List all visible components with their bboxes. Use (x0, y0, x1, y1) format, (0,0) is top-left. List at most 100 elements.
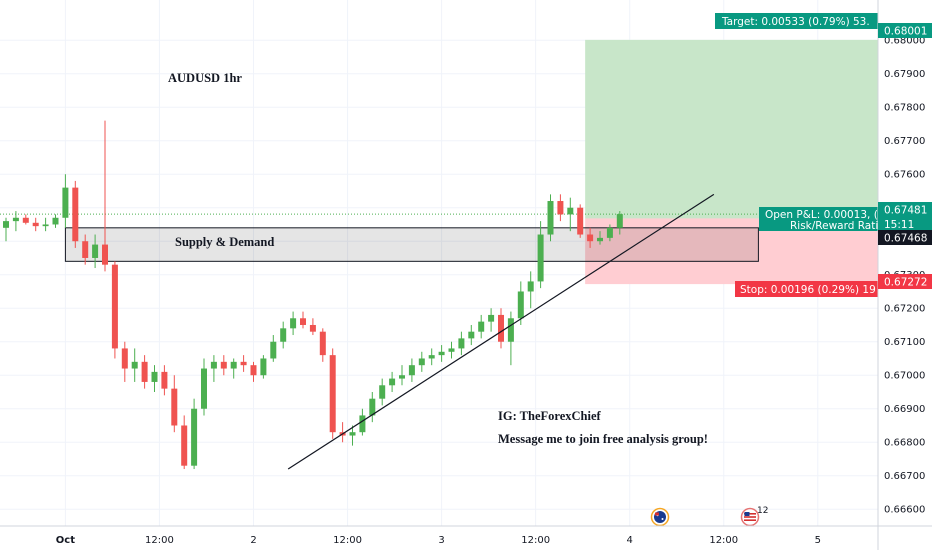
x-tick-label: 12:00 (709, 535, 738, 546)
target-tag: Target: 0.00533 (0.79%) 53. (715, 13, 878, 29)
candle-body (329, 355, 336, 433)
x-tick-label: 4 (627, 535, 633, 546)
candle-body (468, 331, 475, 339)
candle (428, 348, 435, 366)
candle-body (270, 341, 277, 359)
x-tick-label: 12:00 (145, 535, 174, 546)
candle (290, 311, 297, 336)
candle-body (52, 217, 59, 225)
supply-demand-zone (64, 227, 759, 262)
candle-body (438, 351, 445, 356)
y-tick-label: 0.67900 (884, 69, 925, 80)
candle-body (280, 328, 287, 342)
candle-body (577, 207, 584, 235)
time-axis[interactable]: Oct 12:00 2 12:00 3 12:00 4 12:00 5 (56, 535, 821, 546)
x-tick-label: 12:00 (333, 535, 362, 546)
candle (329, 348, 336, 439)
candle-body (171, 388, 178, 426)
candle-body (359, 415, 366, 433)
candle (181, 415, 188, 470)
candle (577, 204, 584, 238)
candle (527, 271, 534, 309)
candle-body (111, 264, 118, 349)
candle (438, 345, 445, 362)
candle-body (12, 217, 19, 222)
candle-body (418, 358, 425, 366)
candle-body (606, 227, 613, 238)
candle (260, 355, 267, 379)
candle (300, 311, 306, 329)
candle-body (389, 378, 396, 386)
candle-body (399, 375, 405, 379)
trendline[interactable] (287, 193, 715, 470)
price-tag-target: 0.68001 (878, 23, 932, 38)
candle (3, 217, 9, 242)
candle-body (369, 398, 376, 416)
candle-body (181, 425, 188, 466)
price-tag-timer: 15:11 (878, 217, 932, 231)
candle-body (517, 291, 524, 319)
x-tick-label: 2 (250, 535, 256, 546)
candle (319, 328, 326, 362)
candle-body (201, 368, 207, 409)
candle (399, 365, 405, 386)
candle-body (131, 361, 138, 369)
candle (230, 358, 237, 379)
candle (587, 227, 594, 248)
candle (12, 211, 19, 232)
price-tag-target-value: 0.68001 (884, 26, 927, 38)
candle-body (82, 241, 89, 258)
candle-body (240, 361, 247, 366)
event-count: 12 (757, 506, 768, 516)
ig-annotation: IG: TheForexChief (498, 409, 601, 423)
candle (22, 214, 29, 225)
y-tick-label: 0.68000 (884, 36, 925, 47)
candle-body (121, 348, 128, 369)
candle-body (300, 318, 306, 325)
candle-body (151, 371, 158, 382)
australia-flag-icon[interactable] (650, 507, 670, 527)
candle (161, 365, 168, 396)
candle-body (191, 408, 198, 466)
candle-body (379, 385, 386, 399)
candle (309, 318, 316, 336)
candle (121, 341, 128, 382)
candle-body (616, 214, 623, 228)
candle-body (587, 234, 594, 242)
candle (448, 341, 455, 359)
candle (102, 120, 108, 272)
candle (478, 314, 485, 339)
candle-body (349, 432, 356, 436)
candle (171, 375, 178, 433)
x-tick-label: Oct (56, 535, 75, 546)
candle-body (141, 361, 148, 382)
candle-body (250, 365, 257, 376)
candle (458, 331, 465, 356)
target-zone (585, 39, 878, 219)
usa-flag-icon[interactable]: 12 (740, 506, 769, 527)
y-tick-label: 0.67100 (884, 337, 925, 348)
candle (498, 308, 504, 349)
candle (517, 281, 524, 325)
candle-body (557, 201, 564, 215)
candle (131, 348, 138, 382)
y-tick-label: 0.66700 (884, 471, 925, 482)
candle-body (597, 237, 603, 242)
candle (379, 378, 386, 406)
price-tag-current-value: 0.67481 (884, 205, 927, 217)
candle (537, 221, 544, 289)
candle-body (32, 222, 39, 227)
candle (62, 174, 69, 228)
candle-body (290, 318, 297, 329)
candle-body (547, 201, 554, 235)
y-tick-label: 0.67200 (884, 304, 925, 315)
price-tag-current: 0.67481 (878, 202, 932, 217)
candle (597, 231, 603, 245)
candle-body (102, 244, 108, 265)
candle (369, 391, 376, 423)
candle-body (428, 355, 435, 359)
y-tick-label: 0.67600 (884, 170, 925, 181)
candle (408, 358, 415, 382)
x-tick-label: 5 (815, 535, 821, 546)
